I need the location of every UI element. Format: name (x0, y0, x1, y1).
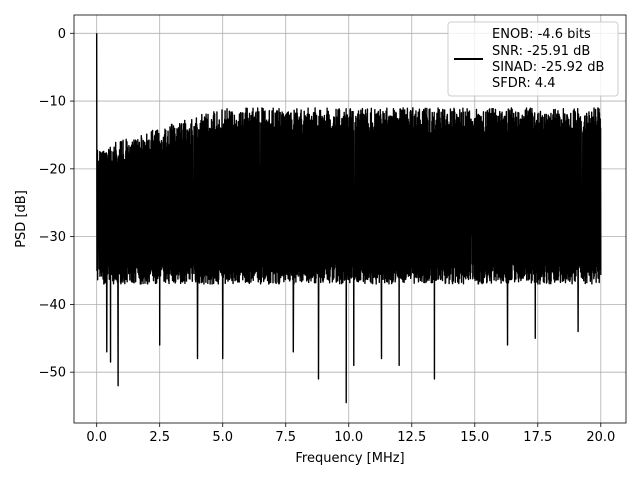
y-tick-label: −50 (39, 366, 66, 381)
x-tick-label: 10.0 (334, 430, 363, 445)
x-tick-label: 0.0 (86, 430, 107, 445)
psd-series (95, 33, 602, 404)
x-tick-label: 2.5 (149, 430, 170, 445)
y-axis-ticks: 0 −10 −20 −30 −40 −50 (39, 27, 74, 381)
x-tick-label: 15.0 (460, 430, 489, 445)
x-tick-label: 5.0 (212, 430, 233, 445)
y-tick-label: −30 (39, 230, 66, 245)
x-tick-label: 17.5 (523, 430, 552, 445)
x-tick-label: 20.0 (586, 430, 615, 445)
x-axis-ticks: 0.0 2.5 5.0 7.5 10.0 12.5 15.0 17.5 20.0 (86, 423, 615, 445)
legend-sinad: SINAD: -25.92 dB (492, 60, 604, 75)
legend-box (447, 21, 619, 97)
legend: ENOB: -4.6 bits SNR: -25.91 dB SINAD: -2… (447, 21, 619, 97)
y-tick-label: −10 (39, 95, 66, 110)
y-axis-label: PSD [dB] (14, 190, 29, 248)
legend-snr: SNR: -25.91 dB (492, 44, 590, 59)
axes-frame (73, 14, 627, 424)
legend-enob: ENOB: -4.6 bits (492, 27, 591, 42)
y-tick-label: −20 (39, 162, 66, 177)
x-axis-label: Frequency [MHz] (295, 451, 404, 466)
y-tick-label: −40 (39, 298, 66, 313)
legend-sfdr: SFDR: 4.4 (492, 76, 556, 91)
x-tick-label: 7.5 (275, 430, 296, 445)
psd-series-line (95, 33, 602, 404)
x-tick-label: 12.5 (397, 430, 426, 445)
y-tick-label: 0 (58, 27, 66, 42)
